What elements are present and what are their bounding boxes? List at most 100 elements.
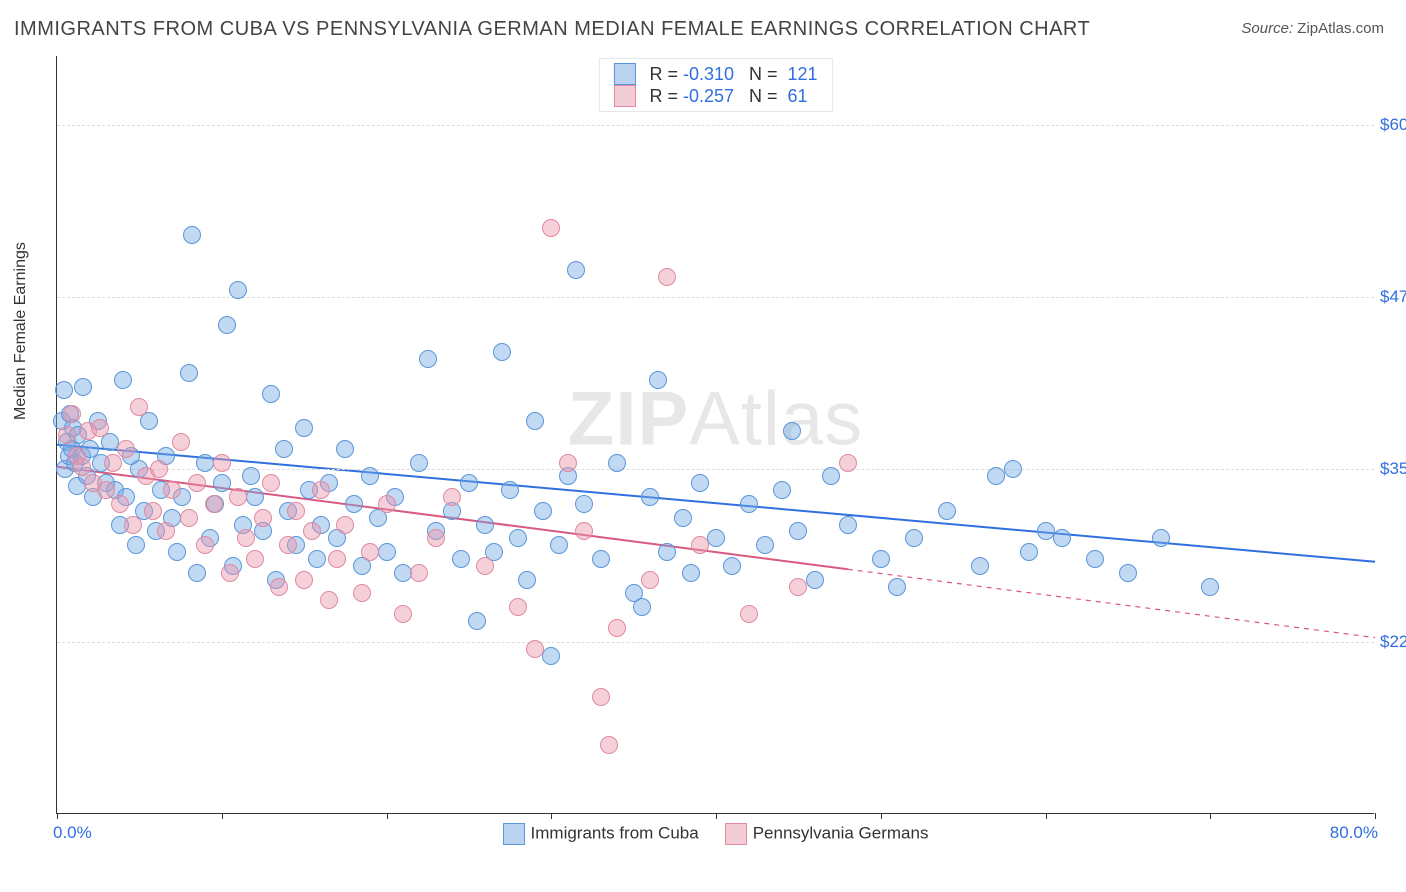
scatter-point <box>74 378 92 396</box>
source-attribution: Source: ZipAtlas.com <box>1241 20 1384 37</box>
scatter-point <box>509 598 527 616</box>
scatter-point <box>246 550 264 568</box>
scatter-point <box>246 488 264 506</box>
scatter-point <box>237 529 255 547</box>
scatter-point <box>526 640 544 658</box>
scatter-point <box>410 454 428 472</box>
scatter-point <box>452 550 470 568</box>
correlation-legend: R = -0.310 N = 121R = -0.257 N = 61 <box>598 58 832 112</box>
scatter-point <box>839 454 857 472</box>
scatter-point <box>205 495 223 513</box>
x-tick <box>387 813 388 819</box>
chart-title: IMMIGRANTS FROM CUBA VS PENNSYLVANIA GER… <box>14 18 1090 41</box>
scatter-point <box>157 522 175 540</box>
scatter-point <box>443 488 461 506</box>
scatter-point <box>534 502 552 520</box>
scatter-point <box>987 467 1005 485</box>
legend-row: R = -0.257 N = 61 <box>613 85 817 107</box>
scatter-point <box>254 509 272 527</box>
y-tick-label: $22,500 <box>1376 632 1406 652</box>
legend-item: Immigrants from Cuba <box>503 823 699 845</box>
scatter-point <box>312 481 330 499</box>
scatter-point <box>104 454 122 472</box>
scatter-point <box>872 550 890 568</box>
scatter-point <box>336 440 354 458</box>
x-tick <box>716 813 717 819</box>
scatter-point <box>806 571 824 589</box>
scatter-point <box>275 440 293 458</box>
legend-item: Pennsylvania Germans <box>725 823 929 845</box>
scatter-point <box>183 226 201 244</box>
scatter-point <box>501 481 519 499</box>
legend-text: R = -0.257 N = 61 <box>649 86 807 107</box>
scatter-point <box>1037 522 1055 540</box>
scatter-point <box>468 612 486 630</box>
scatter-point <box>295 571 313 589</box>
y-tick-label: $60,000 <box>1376 115 1406 135</box>
scatter-point <box>196 454 214 472</box>
scatter-point <box>674 509 692 527</box>
scatter-point <box>740 495 758 513</box>
scatter-point <box>1020 543 1038 561</box>
scatter-point <box>394 605 412 623</box>
scatter-point <box>1119 564 1137 582</box>
scatter-point <box>410 564 428 582</box>
scatter-point <box>345 495 363 513</box>
gridline <box>57 642 1374 643</box>
scatter-point <box>691 474 709 492</box>
scatter-point <box>427 529 445 547</box>
x-tick <box>1046 813 1047 819</box>
scatter-point <box>172 433 190 451</box>
legend-swatch <box>725 823 747 845</box>
scatter-point <box>114 371 132 389</box>
scatter-point <box>783 422 801 440</box>
scatter-point <box>542 647 560 665</box>
scatter-point <box>493 343 511 361</box>
source-value: ZipAtlas.com <box>1297 20 1384 37</box>
scatter-point <box>1004 460 1022 478</box>
gridline <box>57 125 1374 126</box>
x-tick <box>1375 813 1376 819</box>
scatter-point <box>938 502 956 520</box>
scatter-point <box>756 536 774 554</box>
scatter-point <box>328 550 346 568</box>
scatter-point <box>971 557 989 575</box>
scatter-point <box>1086 550 1104 568</box>
scatter-point <box>641 488 659 506</box>
scatter-point <box>188 474 206 492</box>
scatter-point <box>633 598 651 616</box>
scatter-point <box>559 454 577 472</box>
source-label: Source: <box>1241 20 1293 37</box>
scatter-point <box>130 398 148 416</box>
scatter-point <box>691 536 709 554</box>
trend-lines-layer <box>57 56 1374 813</box>
scatter-point <box>163 481 181 499</box>
scatter-point <box>361 467 379 485</box>
scatter-point <box>287 502 305 520</box>
legend-row: R = -0.310 N = 121 <box>613 63 817 85</box>
scatter-point <box>550 536 568 554</box>
scatter-point <box>575 495 593 513</box>
scatter-point <box>723 557 741 575</box>
legend-text: R = -0.310 N = 121 <box>649 64 817 85</box>
scatter-point <box>592 550 610 568</box>
scatter-point <box>526 412 544 430</box>
legend-swatch <box>503 823 525 845</box>
scatter-point <box>150 460 168 478</box>
legend-swatch <box>613 63 635 85</box>
scatter-point <box>1201 578 1219 596</box>
scatter-point <box>218 316 236 334</box>
scatter-point <box>1152 529 1170 547</box>
scatter-point <box>213 474 231 492</box>
scatter-point <box>144 502 162 520</box>
scatter-point <box>262 385 280 403</box>
legend-label: Pennsylvania Germans <box>753 823 929 842</box>
scatter-point <box>127 536 145 554</box>
scatter-point <box>270 578 288 596</box>
scatter-point <box>542 219 560 237</box>
scatter-point <box>518 571 536 589</box>
scatter-point <box>888 578 906 596</box>
x-tick <box>881 813 882 819</box>
x-axis-start-label: 0.0% <box>53 823 92 843</box>
scatter-point <box>608 619 626 637</box>
